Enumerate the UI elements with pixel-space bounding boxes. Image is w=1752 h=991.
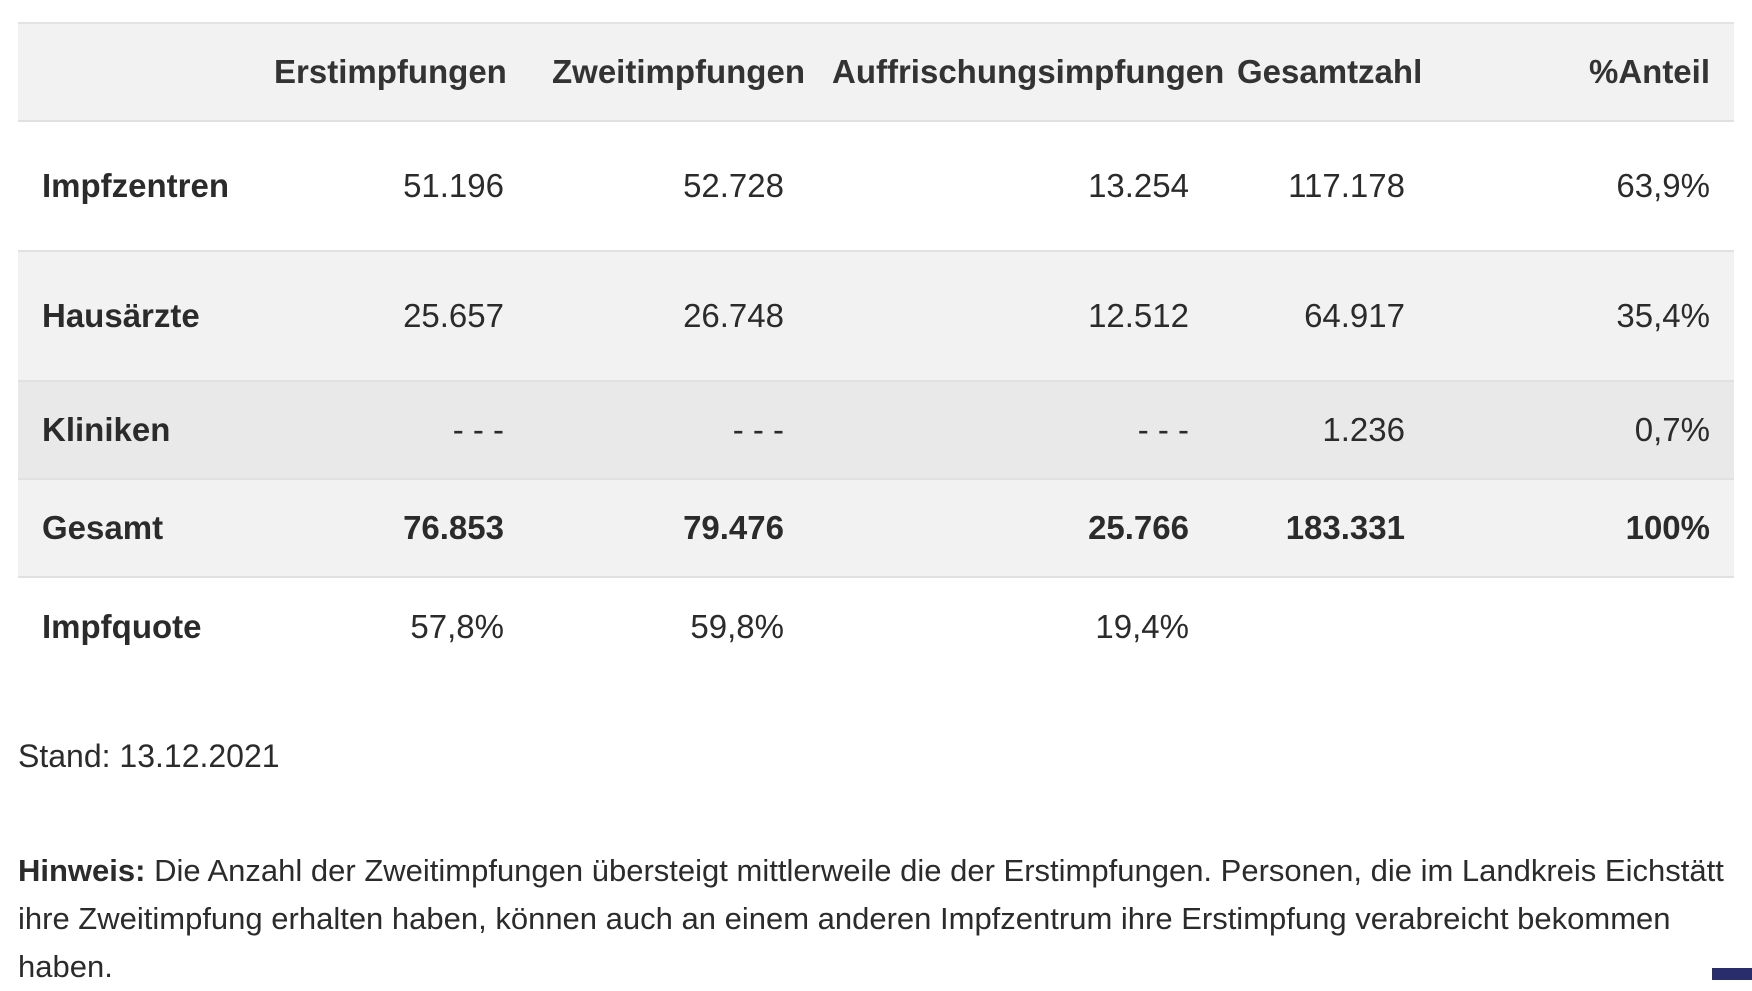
corner-accent-block — [1712, 968, 1752, 980]
column-header-anteil: %Anteil — [1588, 53, 1710, 90]
note-text: Die Anzahl der Zweitimpfungen übersteigt… — [18, 853, 1724, 984]
cell-auffrischungsimpfungen: 12.512 — [1088, 297, 1189, 334]
cell-gesamtzahl — [1213, 577, 1429, 675]
table-row-gesamt: Gesamt 76.853 79.476 25.766 183.331 100% — [18, 479, 1734, 577]
note-label: Hinweis: — [18, 853, 146, 888]
table-header-row: Erstimpfungen Zweitimpfungen Auffrischun… — [18, 23, 1734, 121]
cell-zweitimpfungen: - - - — [732, 411, 784, 448]
row-label: Hausärzte — [42, 297, 200, 334]
cell-anteil: 0,7% — [1634, 411, 1710, 448]
cell-erstimpfungen: 51.196 — [403, 167, 504, 204]
row-label: Kliniken — [42, 411, 171, 448]
cell-auffrischungsimpfungen: 13.254 — [1088, 167, 1189, 204]
cell-auffrischungsimpfungen: - - - — [1137, 411, 1189, 448]
column-header-auffrischungsimpfungen: Auffrischungsimpfungen — [832, 53, 1225, 90]
cell-anteil — [1429, 577, 1734, 675]
column-header-empty — [18, 23, 250, 121]
cell-zweitimpfungen: 26.748 — [683, 297, 784, 334]
cell-erstimpfungen: 76.853 — [403, 509, 504, 546]
cell-auffrischungsimpfungen: 19,4% — [1095, 607, 1189, 645]
row-label: Impfquote — [42, 607, 202, 645]
row-label: Impfzentren — [42, 167, 230, 204]
cell-gesamtzahl: 183.331 — [1285, 509, 1405, 546]
cell-erstimpfungen: 25.657 — [403, 297, 504, 334]
cell-anteil: 100% — [1625, 509, 1710, 546]
cell-erstimpfungen: - - - — [452, 411, 504, 448]
table-row-impfquote: Impfquote 57,8% 59,8% 19,4% — [18, 577, 1734, 675]
note-paragraph: Hinweis: Die Anzahl der Zweitimpfungen ü… — [18, 847, 1734, 991]
status-date-text: Stand: 13.12.2021 — [18, 738, 280, 774]
column-header-erstimpfungen: Erstimpfungen — [274, 53, 507, 90]
cell-auffrischungsimpfungen: 25.766 — [1088, 509, 1189, 546]
cell-gesamtzahl: 1.236 — [1322, 411, 1405, 448]
cell-zweitimpfungen: 79.476 — [683, 509, 784, 546]
cell-anteil: 35,4% — [1616, 297, 1710, 334]
cell-erstimpfungen: 57,8% — [410, 607, 504, 645]
column-header-gesamtzahl: Gesamtzahl — [1237, 53, 1423, 90]
cell-zweitimpfungen: 52.728 — [683, 167, 784, 204]
column-header-zweitimpfungen: Zweitimpfungen — [552, 53, 805, 90]
cell-gesamtzahl: 64.917 — [1304, 297, 1405, 334]
cell-zweitimpfungen: 59,8% — [690, 607, 784, 645]
vaccination-table: Erstimpfungen Zweitimpfungen Auffrischun… — [18, 22, 1734, 675]
cell-gesamtzahl: 117.178 — [1288, 167, 1405, 204]
cell-anteil: 63,9% — [1616, 167, 1710, 204]
table-row-hausaerzte: Hausärzte 25.657 26.748 12.512 64.917 35… — [18, 251, 1734, 381]
table-row-impfzentren: Impfzentren 51.196 52.728 13.254 117.178… — [18, 121, 1734, 251]
row-label: Gesamt — [42, 509, 164, 546]
table-row-kliniken: Kliniken - - - - - - - - - 1.236 0,7% — [18, 381, 1734, 479]
